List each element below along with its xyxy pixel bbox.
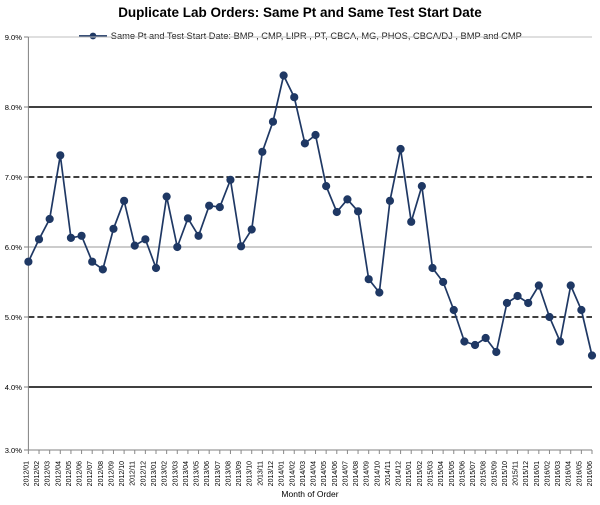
svg-text:2013/06: 2013/06 xyxy=(204,461,211,486)
svg-text:2013/07: 2013/07 xyxy=(215,461,222,486)
svg-text:2013/10: 2013/10 xyxy=(247,461,254,486)
svg-text:2012/01: 2012/01 xyxy=(23,461,30,486)
svg-text:2014/05: 2014/05 xyxy=(321,461,328,486)
svg-text:3.0%: 3.0% xyxy=(5,446,23,455)
svg-text:2012/06: 2012/06 xyxy=(77,461,84,486)
svg-text:2013/03: 2013/03 xyxy=(172,461,179,486)
svg-text:2014/12: 2014/12 xyxy=(396,461,403,486)
svg-text:2014/08: 2014/08 xyxy=(353,461,360,486)
svg-text:2013/02: 2013/02 xyxy=(162,461,169,486)
svg-text:2013/11: 2013/11 xyxy=(257,461,264,486)
svg-text:2016/01: 2016/01 xyxy=(534,461,541,486)
svg-text:2015/09: 2015/09 xyxy=(491,461,498,486)
svg-text:2016/04: 2016/04 xyxy=(566,461,573,486)
svg-text:2013/05: 2013/05 xyxy=(194,461,201,486)
svg-text:5.0%: 5.0% xyxy=(5,313,23,322)
svg-text:2015/01: 2015/01 xyxy=(406,461,413,486)
svg-text:2014/11: 2014/11 xyxy=(385,461,392,486)
svg-text:2012/08: 2012/08 xyxy=(98,461,105,486)
svg-text:2014/06: 2014/06 xyxy=(332,461,339,486)
svg-text:8.0%: 8.0% xyxy=(5,103,23,112)
svg-text:2013/09: 2013/09 xyxy=(236,461,243,486)
svg-text:6.0%: 6.0% xyxy=(5,243,23,252)
svg-text:2012/05: 2012/05 xyxy=(66,461,73,486)
svg-text:2014/01: 2014/01 xyxy=(279,461,286,486)
svg-text:2013/01: 2013/01 xyxy=(151,461,158,486)
svg-text:2016/05: 2016/05 xyxy=(576,461,583,486)
svg-text:2015/11: 2015/11 xyxy=(513,461,520,486)
svg-text:2013/08: 2013/08 xyxy=(225,461,232,486)
svg-text:2013/12: 2013/12 xyxy=(268,461,275,486)
svg-text:2016/06: 2016/06 xyxy=(587,461,594,486)
svg-text:2014/03: 2014/03 xyxy=(300,461,307,486)
svg-text:2015/04: 2015/04 xyxy=(438,461,445,486)
svg-text:2012/07: 2012/07 xyxy=(87,461,94,486)
svg-text:2015/03: 2015/03 xyxy=(427,461,434,486)
svg-text:2014/10: 2014/10 xyxy=(374,461,381,486)
svg-text:9.0%: 9.0% xyxy=(5,33,23,42)
svg-text:2015/07: 2015/07 xyxy=(470,461,477,486)
svg-text:2012/02: 2012/02 xyxy=(34,461,41,486)
svg-text:2012/03: 2012/03 xyxy=(45,461,52,486)
svg-text:2015/10: 2015/10 xyxy=(502,461,509,486)
svg-text:2015/08: 2015/08 xyxy=(481,461,488,486)
svg-text:2015/02: 2015/02 xyxy=(417,461,424,486)
svg-text:2015/05: 2015/05 xyxy=(449,461,456,486)
svg-text:2014/07: 2014/07 xyxy=(342,461,349,486)
svg-text:2015/06: 2015/06 xyxy=(459,461,466,486)
svg-text:4.0%: 4.0% xyxy=(5,383,23,392)
svg-text:2014/09: 2014/09 xyxy=(364,461,371,486)
svg-text:2012/12: 2012/12 xyxy=(140,461,147,486)
svg-text:2014/02: 2014/02 xyxy=(289,461,296,486)
svg-text:2012/09: 2012/09 xyxy=(108,461,115,486)
svg-text:2014/04: 2014/04 xyxy=(311,461,318,486)
svg-text:Month of Order: Month of Order xyxy=(281,489,338,499)
svg-text:2016/02: 2016/02 xyxy=(544,461,551,486)
svg-text:2013/04: 2013/04 xyxy=(183,461,190,486)
svg-text:7.0%: 7.0% xyxy=(5,173,23,182)
svg-text:2016/03: 2016/03 xyxy=(555,461,562,486)
svg-text:2012/10: 2012/10 xyxy=(119,461,126,486)
svg-text:2015/12: 2015/12 xyxy=(523,461,530,486)
svg-text:2012/11: 2012/11 xyxy=(130,461,137,486)
svg-text:2012/04: 2012/04 xyxy=(55,461,62,486)
